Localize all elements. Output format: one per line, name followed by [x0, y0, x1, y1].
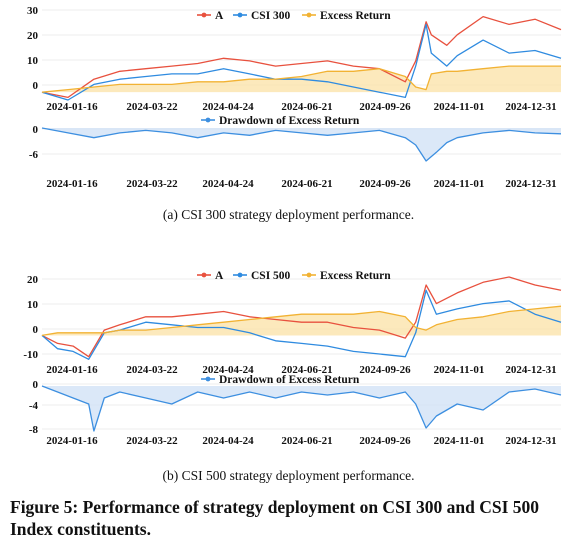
- x-tick-label: 2024-12-31: [505, 101, 556, 113]
- legend-entry-excess-return: Excess Return: [302, 270, 391, 282]
- y-tick-label: 20: [27, 30, 39, 42]
- svg-text:A: A: [215, 10, 224, 22]
- y-tick-label: 20: [27, 274, 39, 286]
- x-tick-label: 2024-04-24: [202, 178, 254, 190]
- series-line-excess-return: [41, 305, 562, 337]
- x-tick-label: 2024-04-24: [202, 435, 254, 447]
- x-tick-label: 2024-12-31: [505, 178, 556, 190]
- chart-panel-a-drawdown: 0 -6 2024-01-16 2024-03-22 2024-04-24 2024-06…: [29, 115, 562, 190]
- svg-text:A: A: [215, 270, 224, 282]
- area-fill-excess-return: [42, 306, 561, 336]
- x-tick-label: 2024-09-26: [359, 178, 411, 190]
- series-line-drawdown-of-excess-return: [41, 385, 562, 432]
- legend-entry-drawdown-of-excess-return: Drawdown of Excess Return: [201, 374, 360, 386]
- y-tick-label: -4: [29, 400, 39, 412]
- legend-entry-drawdown-of-excess-return: Drawdown of Excess Return: [201, 115, 360, 127]
- svg-text:Drawdown of Excess Return: Drawdown of Excess Return: [219, 374, 360, 386]
- legend-entry-csi-500: CSI 500: [233, 270, 291, 282]
- x-tick-label: 2024-12-31: [505, 364, 556, 376]
- chart-panel-b-main: 20 10 0 -10 2024-01-16 2024-03-22 2024-04-24 20…: [23, 270, 562, 376]
- x-tick-label: 2024-11-01: [434, 364, 485, 376]
- chart-panel-a-main: 30 20 10 0 2024-01-16 2024-03-22 2024-04-24 202…: [27, 5, 562, 113]
- y-tick-label: 0: [33, 379, 39, 391]
- y-tick-label: 0: [33, 124, 39, 136]
- legend-entry-a: A: [197, 10, 224, 22]
- x-tick-label: 2024-04-24: [202, 364, 254, 376]
- x-tick-label: 2024-11-01: [434, 101, 485, 113]
- figure-caption: Figure 5: Performance of strategy deploy…: [10, 497, 540, 539]
- series-line-a: [41, 15, 562, 99]
- x-tick-label: 2024-09-26: [359, 364, 411, 376]
- y-tick-label: 30: [27, 5, 39, 17]
- x-tick-label: 2024-11-01: [434, 178, 485, 190]
- y-tick-label: -6: [29, 149, 39, 161]
- series-line-a: [41, 276, 562, 358]
- y-tick-label: -8: [29, 424, 39, 436]
- x-tick-label: 2024-03-22: [126, 178, 178, 190]
- subcaption-a: (a) CSI 300 strategy deployment performa…: [162, 207, 415, 222]
- area-fill-drawdown-of-excess-return: [42, 386, 561, 431]
- y-tick-label: -10: [23, 349, 38, 361]
- x-tick-label: 2024-09-26: [359, 101, 411, 113]
- chart-panel-b-drawdown: 0 -4 -8 2024-01-16 2024-03-22 2024-04-24 2024-…: [29, 374, 562, 447]
- y-tick-label: 0: [33, 80, 39, 92]
- x-tick-label: 2024-06-21: [281, 364, 332, 376]
- x-tick-label: 2024-03-22: [126, 364, 178, 376]
- area-fill-drawdown-of-excess-return: [42, 128, 561, 161]
- svg-text:CSI 300: CSI 300: [251, 10, 291, 22]
- x-tick-label: 2024-12-31: [505, 435, 556, 447]
- x-tick-label: 2024-01-16: [46, 435, 98, 447]
- series-line-excess-return: [41, 65, 561, 93]
- series-line-csi-300: [41, 23, 562, 101]
- svg-text:Drawdown of Excess Return: Drawdown of Excess Return: [219, 115, 360, 127]
- svg-text:Excess Return: Excess Return: [320, 10, 391, 22]
- x-tick-label: 2024-11-01: [434, 435, 485, 447]
- x-tick-label: 2024-09-26: [359, 435, 411, 447]
- y-tick-label: 10: [27, 299, 39, 311]
- svg-text:CSI 500: CSI 500: [251, 270, 291, 282]
- y-tick-label: 0: [33, 324, 39, 336]
- x-tick-label: 2024-06-21: [281, 435, 332, 447]
- x-tick-label: 2024-01-16: [46, 101, 98, 113]
- legend-entry-a: A: [197, 270, 224, 282]
- x-tick-label: 2024-04-24: [202, 101, 254, 113]
- legend-entry-csi-300: CSI 300: [233, 10, 291, 22]
- svg-text:Excess Return: Excess Return: [320, 270, 391, 282]
- x-tick-label: 2024-03-22: [126, 435, 178, 447]
- x-tick-label: 2024-06-21: [281, 178, 332, 190]
- x-tick-label: 2024-03-22: [126, 101, 178, 113]
- subcaption-b: (b) CSI 500 strategy deployment performa…: [162, 468, 415, 483]
- y-tick-label: 10: [27, 55, 39, 67]
- legend-entry-excess-return: Excess Return: [302, 10, 391, 22]
- x-tick-label: 2024-06-21: [281, 101, 332, 113]
- x-tick-label: 2024-01-16: [46, 178, 98, 190]
- series-line-drawdown-of-excess-return: [41, 127, 562, 162]
- x-tick-label: 2024-01-16: [46, 364, 98, 376]
